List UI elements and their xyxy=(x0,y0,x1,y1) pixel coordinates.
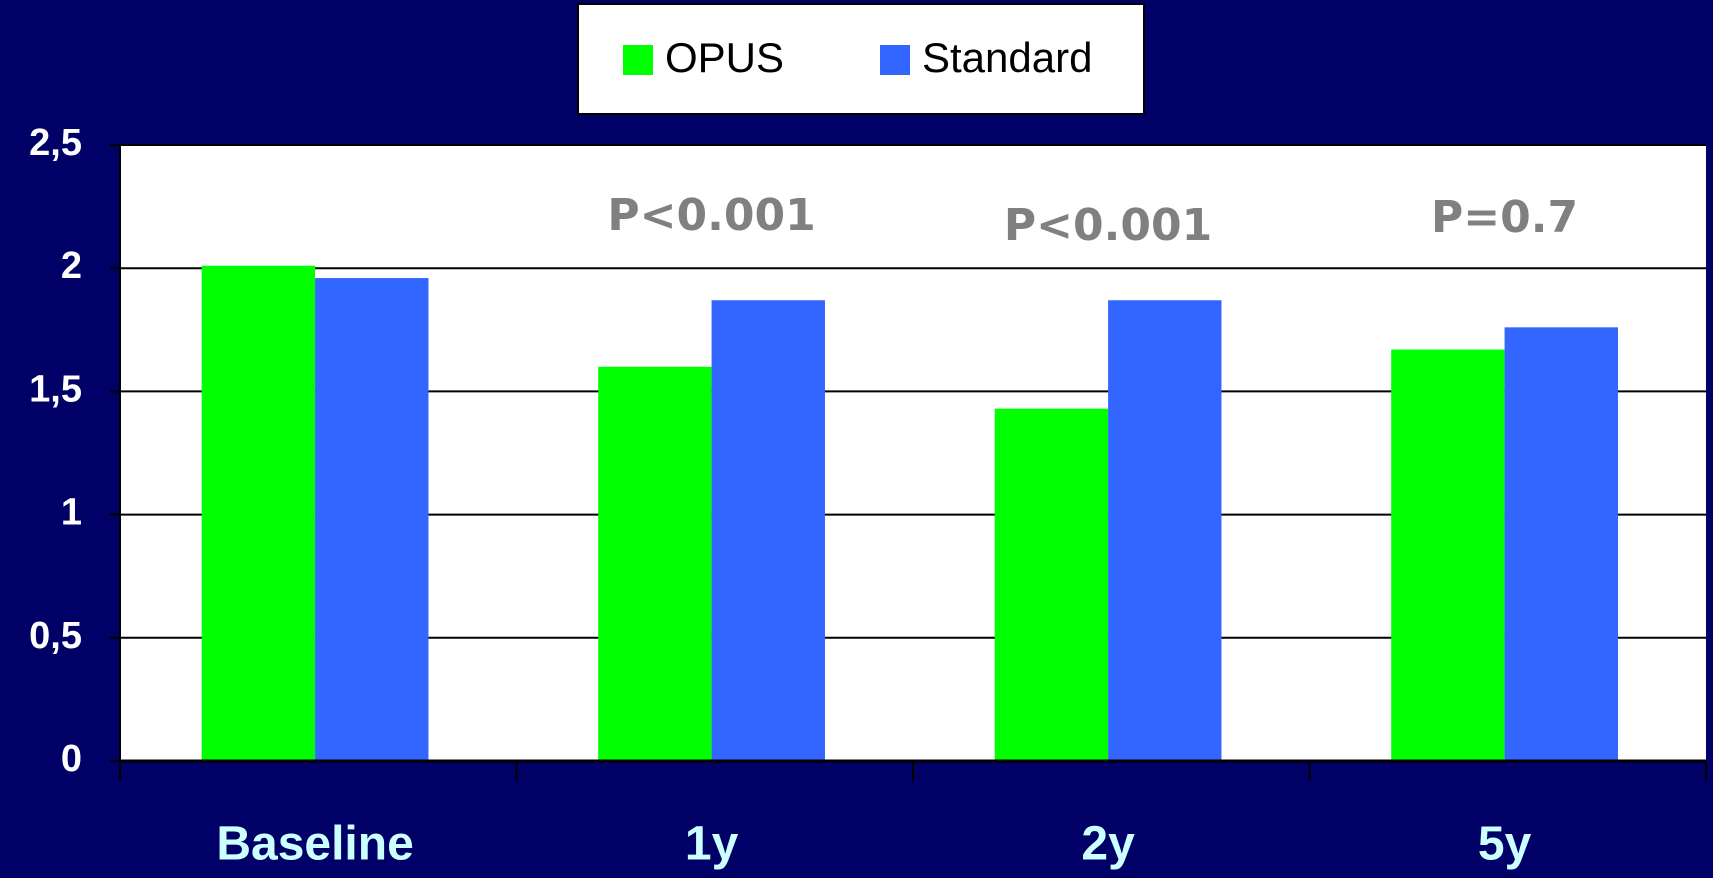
legend-swatch xyxy=(880,45,910,75)
bar xyxy=(1391,349,1505,761)
annotation: P=0.7 xyxy=(1431,192,1578,243)
y-tick-label: 1,5 xyxy=(29,368,82,410)
legend xyxy=(577,3,1145,115)
legend-swatch xyxy=(623,45,653,75)
legend-label: OPUS xyxy=(665,34,784,81)
x-tick-label: 2y xyxy=(1081,818,1135,871)
x-tick-label: 5y xyxy=(1478,818,1532,871)
y-tick-label: 2 xyxy=(61,245,82,287)
legend-label: Standard xyxy=(922,34,1092,81)
bar xyxy=(598,366,712,761)
y-tick-label: 2,5 xyxy=(29,122,82,164)
annotation: P<0.001 xyxy=(607,190,815,241)
bar xyxy=(711,300,825,761)
annotation: P<0.001 xyxy=(1004,200,1212,251)
bar xyxy=(315,278,429,761)
y-tick-label: 0 xyxy=(61,738,82,780)
y-tick-label: 0,5 xyxy=(29,615,82,657)
bar xyxy=(201,265,316,761)
bar xyxy=(1504,327,1618,761)
y-tick-label: 1 xyxy=(61,492,82,534)
bar xyxy=(994,408,1109,761)
bar xyxy=(1108,300,1222,761)
x-tick-label: Baseline xyxy=(216,818,413,871)
x-tick-label: 1y xyxy=(685,818,739,871)
